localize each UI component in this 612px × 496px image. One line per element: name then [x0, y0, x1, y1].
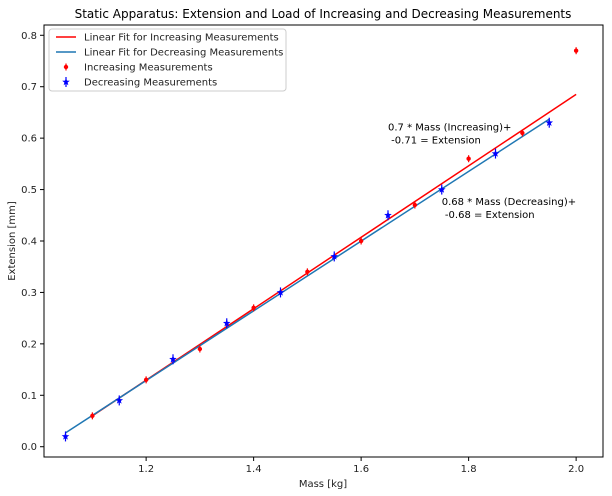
increasing-point-dot — [573, 48, 579, 53]
y-axis-label: Extension [mm] — [7, 201, 18, 281]
increasing-point-dot — [305, 269, 310, 275]
decreasing-point — [61, 431, 70, 442]
decreasing-point — [384, 210, 392, 221]
y-tick-label: 0.6 — [21, 134, 37, 145]
decreasing-point-star — [545, 118, 554, 126]
y-tick-label: 0.2 — [21, 339, 37, 350]
y-axis: 0.0 0.1 0.2 0.3 0.4 0.5 0.6 0.7 0.8 — [21, 31, 44, 453]
increasing-point-dot — [412, 202, 418, 208]
annotation-line: 0.7 * Mass (Increasing)+ — [388, 122, 511, 133]
legend-entry-label: Linear Fit for Increasing Measurements — [84, 33, 279, 44]
decreasing-point-star — [169, 355, 177, 363]
increasing-point-dot — [90, 413, 95, 419]
y-tick-label: 0.3 — [21, 288, 37, 299]
legend: Linear Fit for Increasing Measurements Li… — [48, 28, 287, 92]
chart-title: Static Apparatus: Extension and Load of … — [75, 7, 572, 21]
y-tick-label: 0.0 — [21, 442, 37, 453]
increasing-point — [251, 304, 256, 312]
x-axis: 1.2 1.4 1.6 1.8 2.0 — [138, 457, 584, 475]
decreasing-point — [491, 148, 500, 159]
decreasing-point — [437, 184, 446, 195]
decreasing-point-star — [222, 319, 231, 327]
fit-equation-annotation: 0.7 * Mass (Increasing)+ -0.71 = Extensi… — [388, 122, 511, 146]
decreasing-point-star — [491, 149, 500, 157]
y-tick-label: 0.1 — [21, 391, 37, 402]
annotation-line: 0.68 * Mass (Decreasing)+ — [442, 197, 576, 208]
annotation-line: -0.71 = Extension — [388, 135, 481, 146]
x-tick-label: 1.8 — [461, 464, 477, 475]
increasing-point-dot — [251, 305, 256, 311]
decreasing-point-star — [115, 396, 124, 404]
decreasing-point — [169, 354, 177, 365]
legend-entry-label: Increasing Measurements — [84, 63, 213, 74]
legend-box — [48, 28, 287, 92]
increasing-point-dot — [143, 377, 149, 383]
decreasing-point-star — [330, 252, 339, 260]
increasing-point — [90, 412, 95, 420]
fit-line-linear-fit-for-decreasing-measurements — [65, 118, 550, 434]
x-tick-label: 1.4 — [246, 464, 262, 475]
increasing-point-dot — [466, 156, 471, 161]
y-tick-label: 0.5 — [21, 185, 37, 196]
y-tick-label: 0.8 — [21, 31, 37, 42]
annotation-line: -0.68 = Extension — [442, 210, 535, 221]
decreasing-point — [545, 117, 554, 128]
legend-marker-swatch-dot — [63, 64, 69, 70]
increasing-point — [573, 47, 579, 55]
increasing-point-dot — [358, 238, 364, 244]
y-tick-label: 0.7 — [21, 82, 37, 93]
annotations: 0.7 * Mass (Increasing)+ -0.71 = Extensi… — [388, 122, 576, 221]
decreasing-point-star — [384, 211, 392, 219]
legend-marker-swatch-star — [62, 78, 70, 86]
x-axis-label: Mass [kg] — [299, 479, 347, 490]
legend-entry-label: Decreasing Measurements — [84, 78, 217, 89]
x-tick-label: 2.0 — [568, 464, 584, 475]
fit-equation-annotation: 0.68 * Mass (Decreasing)+ -0.68 = Extens… — [442, 197, 576, 221]
increasing-point — [520, 129, 525, 137]
decreasing-point-star — [437, 185, 446, 193]
decreasing-point — [222, 318, 231, 329]
y-tick-label: 0.4 — [21, 237, 37, 248]
increasing-point — [412, 201, 418, 209]
x-tick-label: 1.2 — [138, 464, 154, 475]
x-tick-label: 1.6 — [353, 464, 369, 475]
decreasing-point — [276, 287, 285, 298]
decreasing-point-star — [276, 288, 285, 296]
decreasing-point — [330, 251, 339, 262]
legend-marker-swatch — [63, 63, 69, 71]
increasing-point — [143, 376, 149, 384]
decreasing-point — [115, 395, 124, 406]
increasing-point — [466, 155, 471, 163]
increasing-point-dot — [197, 346, 203, 352]
decreasing-point-star — [61, 432, 70, 440]
legend-marker-swatch — [62, 77, 70, 87]
increasing-point — [358, 237, 364, 245]
increasing-point — [305, 268, 310, 276]
increasing-point — [197, 345, 203, 353]
legend-entry-label: Linear Fit for Decreasing Measurements — [84, 48, 283, 59]
plot-area — [61, 47, 579, 442]
increasing-point-dot — [520, 130, 525, 136]
